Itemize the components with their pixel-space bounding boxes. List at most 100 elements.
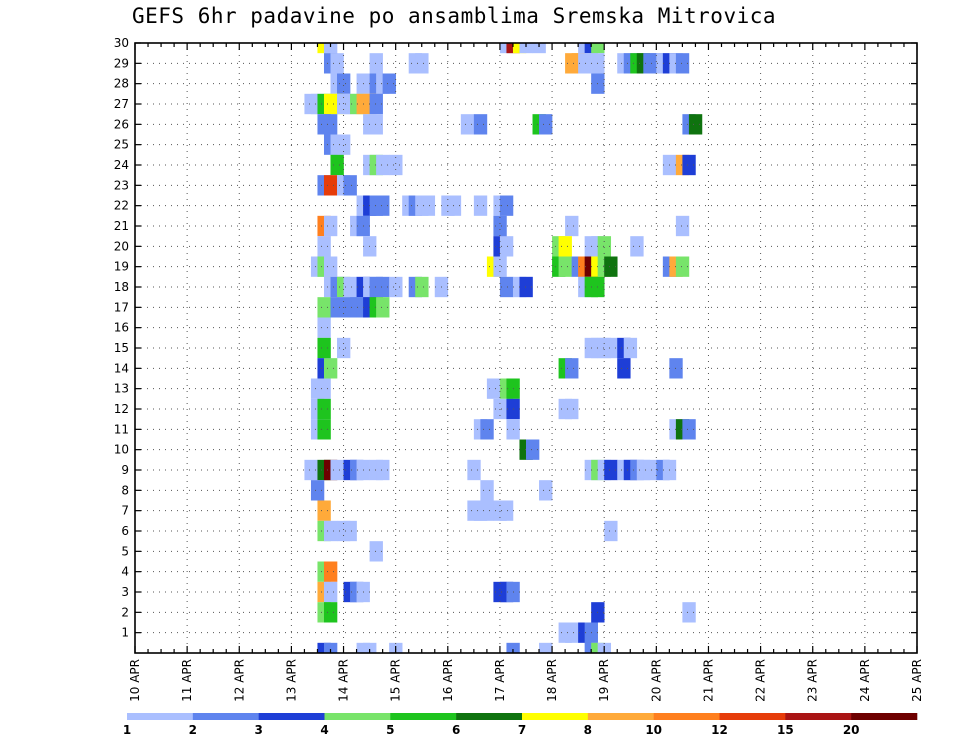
colorbar-label: 4: [320, 723, 328, 737]
axis-ticks: [134, 42, 918, 653]
precip-cell: [526, 439, 540, 460]
precip-cell: [317, 297, 331, 318]
precip-cell: [630, 236, 644, 257]
y-tick-label: 8: [121, 483, 129, 497]
y-tick-label: 19: [114, 260, 129, 274]
precip-cell: [421, 195, 436, 216]
y-tick-label: 30: [114, 36, 129, 50]
colorbar-label: 3: [254, 723, 262, 737]
precip-cell: [682, 419, 696, 440]
x-tick-label: 16 APR: [441, 659, 455, 702]
precip-cell: [382, 73, 396, 94]
precip-cell: [480, 480, 494, 501]
grid-lines: [135, 43, 917, 653]
y-tick-label: 27: [114, 97, 129, 111]
colorbar: [127, 713, 918, 720]
precip-cell: [415, 276, 429, 298]
precip-cell: [317, 398, 331, 420]
colorbar-segment: [127, 713, 194, 720]
y-tick-label: 28: [114, 77, 129, 91]
precip-cell: [317, 419, 331, 440]
colorbar-label: 5: [386, 723, 394, 737]
precip-cell: [682, 154, 696, 176]
x-tick-label: 19 APR: [597, 659, 611, 702]
x-tick-label: 17 APR: [493, 659, 507, 702]
precip-cell: [591, 43, 605, 54]
x-tick-label: 18 APR: [545, 659, 559, 702]
precip-cell: [330, 297, 344, 318]
y-tick-label: 10: [114, 443, 129, 457]
precip-cell: [617, 358, 631, 379]
chart-title: GEFS 6hr padavine po ansamblima Sremska …: [132, 4, 777, 28]
y-tick-label: 24: [114, 158, 129, 172]
precip-cell: [480, 419, 494, 440]
y-tick-label: 15: [114, 341, 129, 355]
precip-cell: [499, 500, 514, 521]
colorbar-label: 7: [518, 723, 526, 737]
precip-cell: [604, 337, 618, 359]
precip-cell: [323, 175, 338, 196]
precip-cell: [493, 215, 507, 237]
precip-cell: [343, 175, 357, 196]
precip-cell: [330, 53, 344, 74]
precip-cell: [376, 297, 390, 318]
precip-cell: [343, 520, 357, 542]
precip-cell: [473, 114, 488, 135]
precip-cell: [675, 256, 690, 277]
x-tick-label: 10 APR: [128, 659, 142, 702]
precip-cell: [376, 195, 390, 216]
precip-cell: [565, 398, 579, 420]
y-tick-label: 9: [121, 463, 129, 477]
precip-cell: [317, 337, 331, 359]
precip-cell: [323, 602, 338, 623]
colorbar-segment: [324, 713, 391, 720]
precip-cell: [480, 500, 494, 521]
precip-cell: [558, 256, 572, 277]
x-tick-label: 13 APR: [284, 659, 298, 702]
colorbar-label: 8: [584, 723, 592, 737]
colorbar-segment: [785, 713, 852, 720]
precip-cell: [415, 53, 429, 74]
precip-cell: [493, 256, 507, 277]
precip-cell: [376, 154, 390, 176]
colorbar-label: 1: [123, 723, 131, 737]
colorbar-label: 2: [189, 723, 197, 737]
precip-cell: [376, 276, 390, 298]
precip-cell: [317, 317, 331, 338]
precip-cell: [643, 459, 657, 481]
colorbar-segment: [719, 713, 786, 720]
x-tick-label: 14 APR: [337, 659, 351, 702]
precip-cell: [499, 236, 514, 257]
precip-cell: [343, 276, 357, 298]
y-tick-label: 2: [121, 605, 129, 619]
precip-cell: [369, 53, 383, 74]
precip-cell: [323, 520, 338, 542]
precip-cell: [323, 114, 338, 135]
precip-cell: [519, 43, 533, 54]
precip-cell: [317, 500, 331, 521]
precip-cell: [337, 73, 351, 94]
precip-cell: [330, 154, 344, 176]
precip-cell: [369, 93, 383, 115]
precip-cell: [447, 195, 462, 216]
precip-cell: [323, 256, 338, 277]
precip-cell: [499, 276, 514, 298]
precip-cell: [323, 215, 338, 237]
precip-cell: [323, 581, 338, 603]
precip-cell: [499, 195, 514, 216]
precip-cell: [688, 114, 703, 135]
y-tick-label: 22: [114, 199, 129, 213]
precip-cell: [363, 642, 377, 653]
precip-cell: [604, 256, 618, 277]
precip-cell: [675, 53, 690, 74]
x-tick-label: 24 APR: [858, 659, 872, 702]
x-tick-label: 25 APR: [910, 659, 924, 702]
colorbar-label: 10: [645, 723, 662, 737]
x-axis-labels: 10 APR 11 APR 12 APR 13 APR 14 APR 15 APR 16 A…: [128, 659, 924, 702]
y-tick-label: 13: [114, 382, 129, 396]
y-tick-label: 16: [114, 321, 129, 335]
x-tick-label: 23 APR: [806, 659, 820, 702]
precip-cell: [317, 236, 331, 257]
precip-cell: [604, 459, 618, 481]
y-tick-label: 26: [114, 117, 129, 131]
